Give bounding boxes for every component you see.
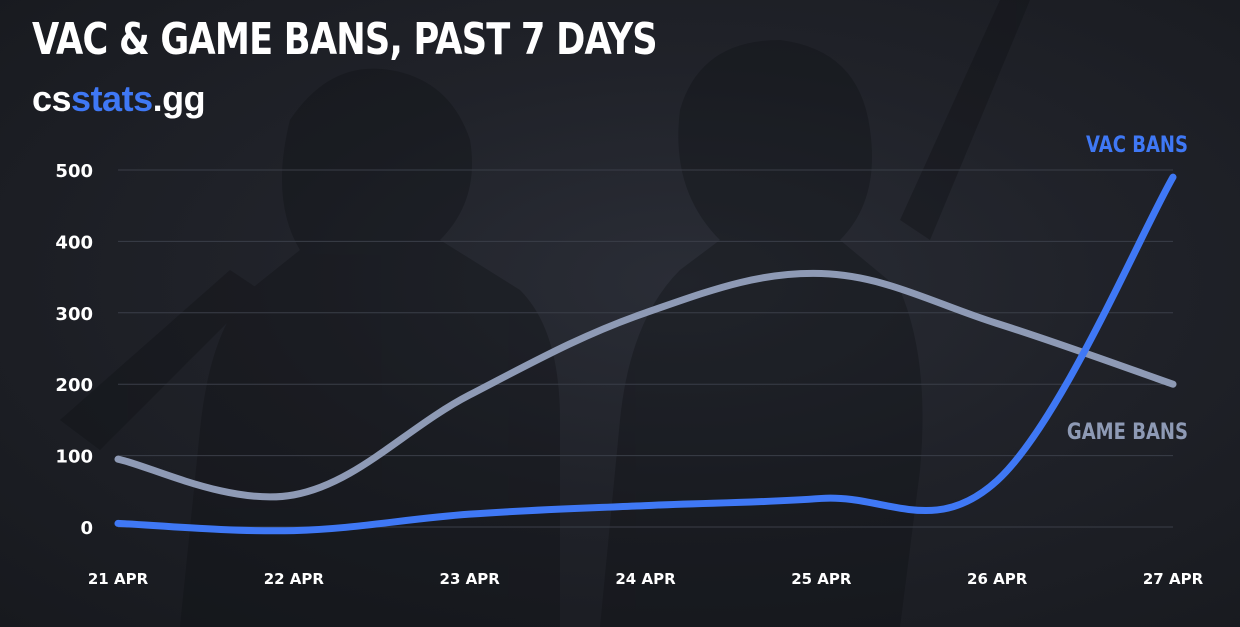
x-tick-label: 24 APR	[615, 570, 676, 588]
brand-part-gg: .gg	[152, 78, 206, 119]
x-tick-label: 26 APR	[967, 570, 1028, 588]
brand-part-stats: stats	[71, 78, 153, 119]
brand-part-cs: cs	[32, 78, 72, 119]
chart-title: VAC & GAME BANS, PAST 7 DAYS	[32, 14, 658, 65]
game-bans-line	[114, 269, 1177, 501]
y-axis-ticks: 0 100 200 300 400 500	[55, 161, 93, 539]
x-tick-label: 27 APR	[1143, 570, 1204, 588]
y-tick-label: 100	[55, 447, 93, 468]
vac-bans-label: VAC BANS	[1086, 131, 1188, 157]
vac-bans-line	[114, 173, 1177, 535]
y-tick-label: 200	[55, 375, 93, 396]
y-tick-label: 0	[80, 518, 93, 539]
x-tick-label: 23 APR	[440, 570, 501, 588]
x-axis-ticks: 21 APR 22 APR 23 APR 24 APR 25 APR 26 APR 27 A…	[88, 570, 1204, 588]
x-tick-label: 25 APR	[791, 570, 852, 588]
gridlines	[118, 169, 1173, 528]
brand-logo: csstats.gg	[32, 78, 206, 120]
x-tick-label: 22 APR	[264, 570, 325, 588]
series-lines	[114, 173, 1177, 535]
y-tick-label: 300	[55, 304, 93, 325]
y-tick-label: 500	[55, 161, 93, 182]
series-labels: VAC BANS GAME BANS	[1067, 131, 1188, 444]
game-bans-label: GAME BANS	[1067, 418, 1188, 444]
y-tick-label: 400	[55, 232, 93, 253]
x-tick-label: 21 APR	[88, 570, 149, 588]
